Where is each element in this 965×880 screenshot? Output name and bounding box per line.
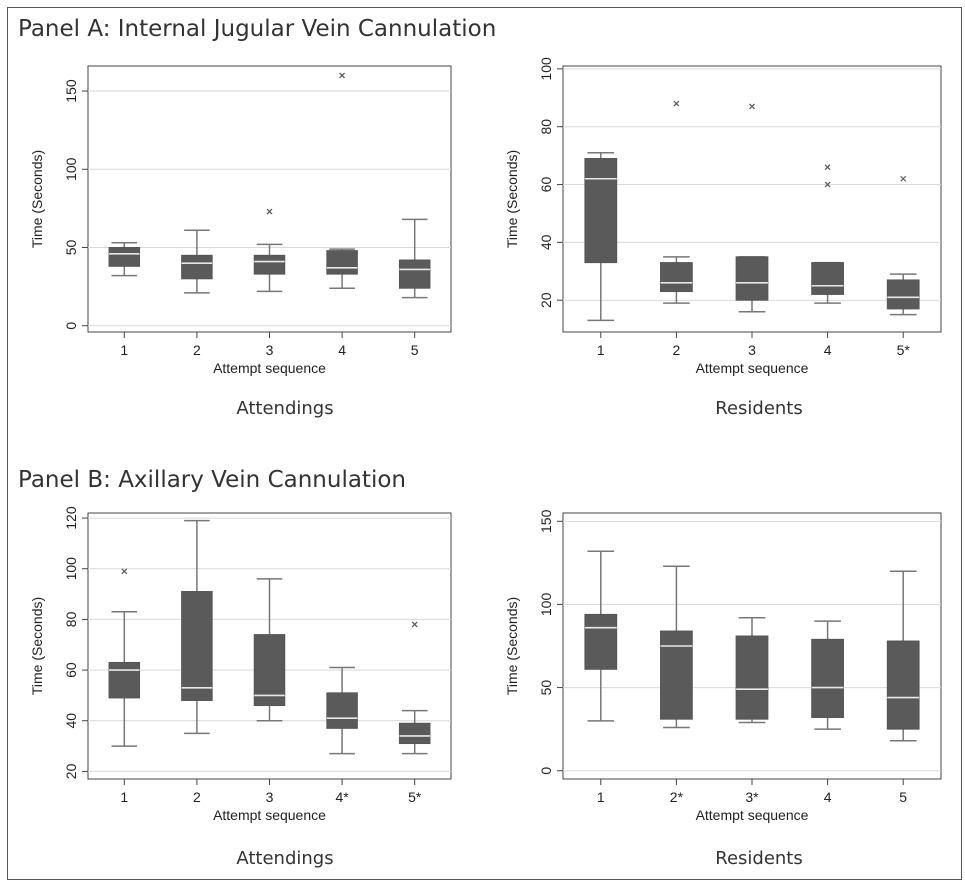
x-axis-label: Attempt sequence	[696, 360, 809, 376]
y-axis-label: Time (Seconds)	[504, 150, 520, 248]
outlier-point	[824, 181, 831, 188]
box	[326, 250, 358, 275]
box	[660, 630, 693, 720]
y-tick-label: 100	[63, 557, 79, 581]
outlier-point	[266, 208, 273, 215]
outlier-point	[411, 621, 418, 628]
caption-b-attendings: Attendings	[236, 848, 334, 869]
x-tick-label: 5*	[897, 342, 911, 358]
x-tick-label: 2	[673, 342, 681, 358]
x-tick-label: 3	[266, 342, 274, 358]
y-tick-label: 0	[63, 322, 79, 330]
x-axis-label: Attempt sequence	[213, 807, 326, 823]
x-tick-label: 1	[120, 342, 128, 358]
box	[253, 254, 286, 275]
y-axis-label: Time (Seconds)	[29, 597, 45, 695]
y-tick-label: 150	[63, 79, 79, 103]
box	[181, 591, 213, 701]
x-tick-label: 4*	[335, 789, 349, 805]
box	[108, 247, 141, 267]
y-tick-label: 100	[538, 593, 554, 617]
box	[398, 259, 431, 289]
panel-a-title: Panel A: Internal Jugular Vein Cannulati…	[18, 16, 497, 42]
y-tick-label: 150	[538, 509, 554, 533]
x-tick-label: 1	[597, 342, 605, 358]
y-tick-label: 60	[538, 177, 554, 193]
outlier-point	[673, 100, 680, 107]
x-tick-label: 3	[266, 789, 274, 805]
box	[886, 640, 920, 730]
x-tick-label: 3*	[745, 789, 759, 805]
y-tick-label: 50	[538, 680, 554, 696]
box	[253, 634, 286, 707]
x-tick-label: 5	[411, 342, 419, 358]
chart-b-residents: 0 50 100 150 Time (Seconds) 1 2* 3* 4 5 Attempt se…	[504, 509, 942, 823]
outlier-point	[121, 568, 128, 575]
box	[811, 638, 844, 718]
panel-b-title: Panel B: Axillary Vein Cannulation	[18, 467, 406, 493]
x-tick-label: 3	[748, 342, 756, 358]
box	[398, 722, 431, 745]
outlier-point	[339, 72, 346, 79]
y-axis-label: Time (Seconds)	[29, 150, 45, 248]
outlier-point	[900, 175, 907, 182]
x-tick-label: 4	[338, 342, 346, 358]
box	[108, 661, 141, 699]
caption-a-residents: Residents	[715, 398, 803, 419]
x-tick-label: 2	[193, 342, 201, 358]
box	[584, 158, 618, 264]
x-tick-label: 5*	[408, 789, 422, 805]
x-tick-label: 4	[824, 789, 832, 805]
y-tick-label: 0	[538, 767, 554, 775]
chart-b-attendings: 20 40 60 80 100 120 Time (Seconds) 1 2 3 4* 5* Attem…	[29, 506, 452, 823]
box	[811, 262, 844, 295]
outlier-point	[824, 164, 831, 171]
box	[660, 262, 693, 293]
box	[326, 692, 358, 729]
chart-a-attendings: 0 50 100 150 Time (Seconds) 1 2 3 4 5 Attempt sequ…	[29, 65, 452, 376]
x-tick-label: 2	[193, 789, 201, 805]
x-tick-label: 5	[899, 789, 907, 805]
x-tick-label: 1	[597, 789, 605, 805]
y-tick-label: 60	[63, 662, 79, 678]
y-tick-label: 100	[538, 57, 554, 81]
y-tick-label: 100	[63, 157, 79, 181]
y-axis-label: Time (Seconds)	[504, 597, 520, 695]
outlier-point	[749, 103, 755, 110]
x-tick-label: 4	[824, 342, 832, 358]
y-tick-label: 120	[63, 506, 79, 530]
box	[735, 635, 769, 720]
caption-a-attendings: Attendings	[236, 398, 334, 419]
box	[181, 254, 213, 280]
chart-a-residents: 20 40 60 80 100 Time (Seconds) 1 2 3 4 5* Attempt s…	[504, 57, 942, 376]
box	[886, 279, 920, 310]
box	[584, 613, 618, 670]
x-axis-label: Attempt sequence	[696, 807, 809, 823]
y-tick-label: 40	[63, 713, 79, 729]
y-tick-label: 80	[538, 119, 554, 135]
plot-area	[87, 65, 452, 333]
y-tick-label: 20	[538, 292, 554, 308]
y-tick-label: 50	[63, 240, 79, 256]
caption-b-residents: Residents	[715, 848, 803, 869]
x-axis-label: Attempt sequence	[213, 360, 326, 376]
y-tick-label: 80	[63, 611, 79, 627]
y-tick-label: 20	[63, 763, 79, 779]
x-tick-label: 2*	[670, 789, 684, 805]
x-tick-label: 1	[120, 789, 128, 805]
box	[735, 256, 769, 301]
y-tick-label: 40	[538, 234, 554, 250]
